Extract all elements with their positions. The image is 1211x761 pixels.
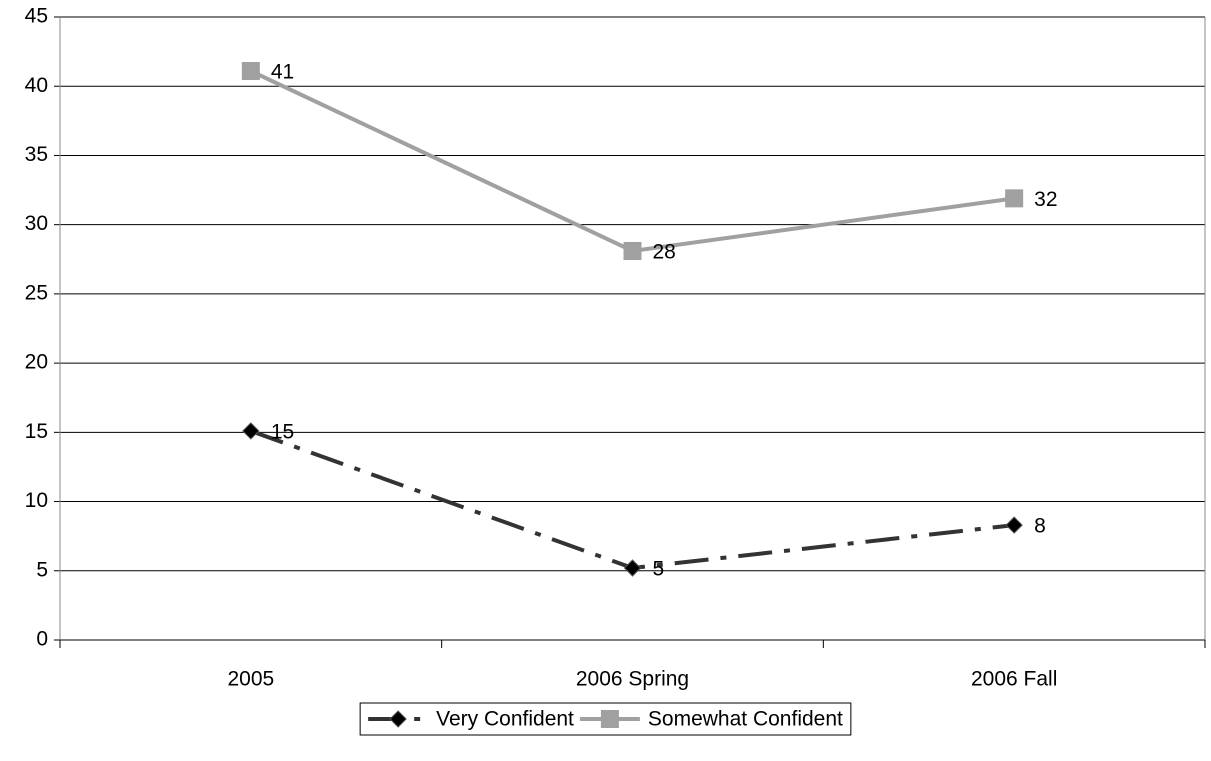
marker [389,710,407,728]
legend-item: Very Confident [368,708,574,731]
data-label: 15 [271,420,294,443]
y-tick-label: 5 [36,558,48,581]
marker [600,710,619,728]
data-label: 32 [1034,188,1057,211]
marker [242,422,260,440]
marker [1005,189,1024,208]
y-tick-label: 15 [25,420,48,443]
marker [623,559,642,577]
legend-label: Very Confident [436,708,574,731]
y-tick-label: 20 [25,351,48,374]
y-tick-label: 35 [25,143,48,166]
legend-item: Somewhat Confident [579,708,843,731]
series-line [249,69,1015,254]
data-label: 28 [653,241,676,264]
x-tick-label: 2006 Spring [576,668,689,691]
legend-label: Somewhat Confident [648,708,843,731]
x-tick-label: 2005 [227,668,274,691]
marker [1005,516,1023,534]
x-tick-label: 2006 Fall [971,668,1057,691]
data-label: 8 [1034,515,1046,538]
y-tick-label: 25 [25,281,48,304]
series-line [250,429,1015,571]
y-tick-label: 40 [25,74,48,97]
y-tick-label: 10 [25,489,48,512]
legend: Very Confident Somewhat Confident [359,702,852,736]
data-label: 41 [271,61,294,84]
data-label: 5 [653,558,665,581]
y-tick-label: 45 [25,5,48,28]
y-tick-label: 0 [36,628,48,651]
y-tick-label: 30 [25,212,48,235]
marker [241,61,260,80]
marker [623,241,642,260]
